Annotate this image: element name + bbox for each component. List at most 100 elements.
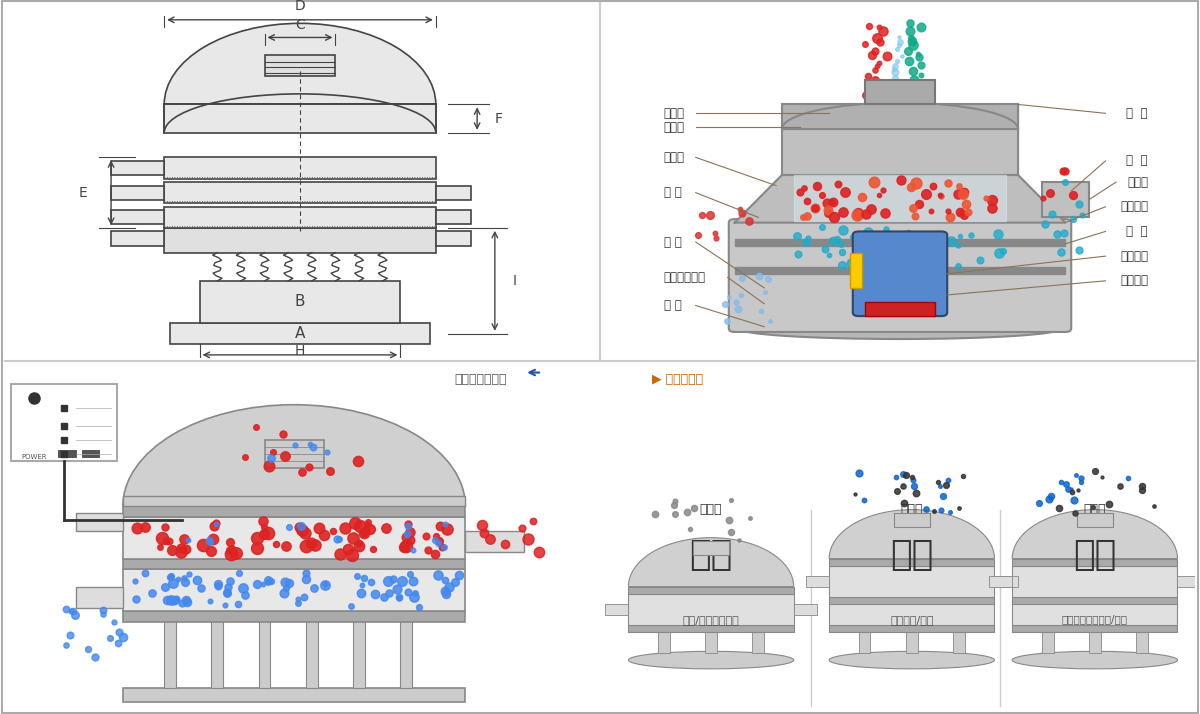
Bar xyxy=(829,558,995,565)
Bar xyxy=(694,541,728,555)
Text: 筛  网: 筛 网 xyxy=(1127,107,1148,120)
Bar xyxy=(436,186,472,200)
Text: 筛  盘: 筛 盘 xyxy=(1127,225,1148,238)
Polygon shape xyxy=(782,129,1018,175)
Text: B: B xyxy=(295,294,305,309)
Bar xyxy=(122,558,466,569)
Bar xyxy=(122,496,466,506)
Bar xyxy=(112,211,164,224)
Text: 加重块: 加重块 xyxy=(1127,176,1148,188)
Bar xyxy=(1042,182,1088,217)
Bar xyxy=(829,625,995,632)
Text: E: E xyxy=(79,186,88,200)
Bar xyxy=(436,231,472,246)
Bar xyxy=(605,604,629,615)
Bar xyxy=(164,104,436,133)
Bar xyxy=(1012,600,1177,625)
Bar xyxy=(353,618,365,688)
Wedge shape xyxy=(829,510,995,558)
Text: 去除异物/结块: 去除异物/结块 xyxy=(890,615,934,625)
Bar xyxy=(658,628,670,653)
Bar xyxy=(989,576,1012,587)
Text: 机 座: 机 座 xyxy=(664,299,682,312)
Bar xyxy=(199,281,401,323)
Text: C: C xyxy=(295,18,305,32)
Bar xyxy=(1012,565,1177,597)
Text: 束 环: 束 环 xyxy=(664,186,682,199)
Polygon shape xyxy=(793,175,1007,221)
Bar xyxy=(122,569,466,611)
Bar xyxy=(401,618,412,688)
Bar xyxy=(164,618,176,688)
Polygon shape xyxy=(734,175,1066,223)
Text: 出料口: 出料口 xyxy=(664,151,685,164)
Bar xyxy=(850,253,862,288)
Text: H: H xyxy=(295,344,305,358)
Text: 下部重锤: 下部重锤 xyxy=(1120,274,1148,287)
Text: 颗粒/粉末准确分级: 颗粒/粉末准确分级 xyxy=(683,615,739,625)
Text: 单层式: 单层式 xyxy=(700,503,722,516)
Bar xyxy=(1042,628,1054,653)
Bar xyxy=(1177,576,1200,587)
Wedge shape xyxy=(1012,510,1177,558)
Ellipse shape xyxy=(1012,651,1177,669)
Polygon shape xyxy=(734,267,1066,273)
Bar xyxy=(805,576,829,587)
Bar xyxy=(11,383,116,461)
Bar xyxy=(58,450,76,457)
Text: 弹 簧: 弹 簧 xyxy=(664,236,682,248)
Text: A: A xyxy=(295,326,305,341)
Bar xyxy=(211,618,223,688)
Text: 网  架: 网 架 xyxy=(1127,154,1148,167)
Text: 上部重锤: 上部重锤 xyxy=(1120,200,1148,213)
Text: 振动电机: 振动电机 xyxy=(1120,250,1148,263)
Bar xyxy=(259,618,270,688)
Bar xyxy=(82,450,100,457)
Bar xyxy=(864,80,936,104)
Bar xyxy=(122,688,466,702)
Text: D: D xyxy=(295,0,305,13)
Bar xyxy=(264,55,336,76)
Bar xyxy=(122,517,466,558)
Bar xyxy=(829,600,995,625)
Bar xyxy=(76,513,122,531)
Bar xyxy=(112,231,164,246)
Bar xyxy=(1078,513,1112,527)
Text: 过滤: 过滤 xyxy=(890,538,934,572)
Text: POWER: POWER xyxy=(22,453,47,460)
Bar xyxy=(995,576,1018,587)
Bar xyxy=(1012,625,1177,632)
Bar xyxy=(122,611,466,622)
Text: 外形尺寸示意图: 外形尺寸示意图 xyxy=(454,373,506,386)
Text: 除杂: 除杂 xyxy=(1073,538,1116,572)
Polygon shape xyxy=(734,238,1066,246)
Bar xyxy=(629,587,793,593)
Ellipse shape xyxy=(629,651,793,669)
Bar xyxy=(170,323,430,344)
Bar xyxy=(436,211,472,224)
Bar xyxy=(864,302,936,316)
Bar xyxy=(629,625,793,632)
Bar xyxy=(112,161,164,175)
Wedge shape xyxy=(629,538,793,587)
Bar xyxy=(1136,628,1148,653)
Bar xyxy=(164,182,436,203)
Bar xyxy=(906,628,918,653)
Bar xyxy=(829,597,995,604)
Bar xyxy=(306,618,318,688)
Bar xyxy=(953,628,965,653)
Text: F: F xyxy=(494,111,503,126)
Wedge shape xyxy=(122,405,466,506)
Bar xyxy=(1088,628,1100,653)
Bar xyxy=(164,228,436,253)
Text: 去除液体中的颗粒/异物: 去除液体中的颗粒/异物 xyxy=(1062,615,1128,625)
Bar xyxy=(164,157,436,178)
Text: ▶ 结构示意图: ▶ 结构示意图 xyxy=(652,373,703,386)
Bar xyxy=(264,440,324,468)
Bar xyxy=(76,587,122,608)
Text: 进料口: 进料口 xyxy=(664,107,685,120)
Bar xyxy=(894,513,930,527)
Bar xyxy=(706,628,716,653)
Text: 分级: 分级 xyxy=(690,538,733,572)
Bar xyxy=(164,207,436,228)
